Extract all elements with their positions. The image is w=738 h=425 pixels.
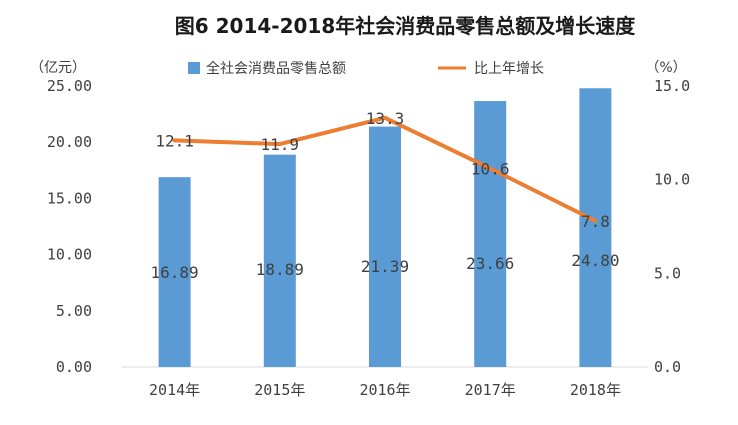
bar-data-label: 24.80 (571, 251, 619, 270)
left-tick-label: 20.00 (47, 133, 92, 151)
x-tick-label: 2015年 (254, 381, 305, 399)
left-tick-label: 5.00 (56, 302, 92, 320)
bar (369, 126, 401, 367)
legend-bar-swatch (188, 62, 200, 74)
legend-bar-label: 全社会消费品零售总额 (206, 60, 346, 77)
line-data-label: 12.1 (155, 131, 194, 150)
bar (474, 101, 507, 368)
legend-line-label: 比上年增长 (474, 61, 544, 77)
bar-data-label: 18.89 (256, 260, 304, 279)
bar-labels: 16.89 18.89 21.39 23.66 24.80 (151, 251, 620, 282)
bar-data-label: 21.39 (361, 257, 409, 276)
right-axis-ticks: 0.0 5.0 10.0 15.0 (654, 77, 690, 376)
right-tick-label: 10.0 (654, 171, 690, 189)
x-tick-label: 2016年 (359, 381, 410, 399)
right-tick-label: 0.0 (654, 358, 681, 376)
series-line (172, 115, 598, 223)
x-tick-label: 2018年 (570, 381, 621, 399)
right-axis-unit: （%） (645, 60, 686, 76)
line-data-label: 10.6 (471, 159, 510, 178)
line-labels: 12.1 11.9 13.3 10.6 7.8 (155, 109, 610, 231)
line-data-label: 7.8 (581, 212, 610, 231)
right-tick-label: 15.0 (654, 77, 690, 95)
left-axis-unit: （亿元） (30, 60, 86, 76)
bar-data-label: 23.66 (466, 254, 514, 273)
bar (158, 177, 191, 367)
x-tick-label: 2017年 (465, 381, 516, 399)
chart-title: 图6 2014-2018年社会消费品零售总额及增长速度 (175, 14, 637, 38)
left-tick-label: 10.00 (47, 246, 92, 264)
bar (579, 88, 612, 368)
x-tick-label: 2014年 (149, 381, 200, 399)
left-axis-ticks: 0.00 5.00 10.00 15.00 20.00 25.00 (47, 77, 92, 376)
bar (263, 154, 296, 367)
left-tick-label: 15.00 (47, 189, 92, 207)
left-tick-label: 25.00 (47, 77, 92, 95)
x-axis-ticks: 2014年 2015年 2016年 2017年 2018年 (149, 381, 621, 399)
right-tick-label: 5.0 (654, 264, 681, 282)
line-data-label: 11.9 (261, 135, 300, 154)
legend: 全社会消费品零售总额 比上年增长 (188, 60, 544, 77)
line-data-label: 13.3 (366, 109, 405, 128)
bar-data-label: 16.89 (151, 263, 199, 282)
left-tick-label: 0.00 (56, 358, 92, 376)
line-series (172, 115, 598, 223)
bar-series (158, 88, 612, 368)
